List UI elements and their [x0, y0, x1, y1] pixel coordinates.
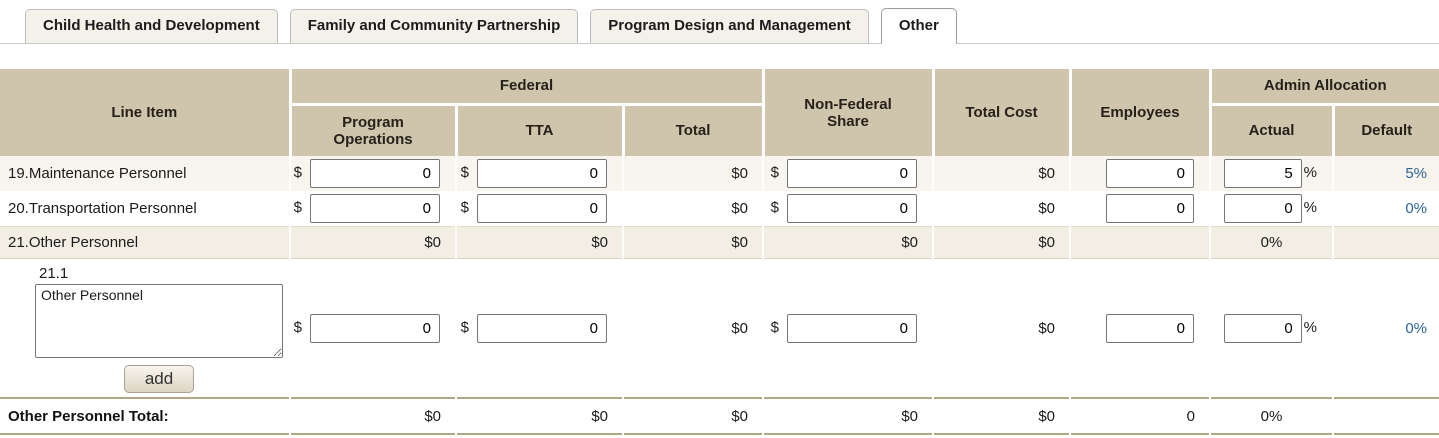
admin-default-value: 5% — [1332, 156, 1439, 191]
dollar-sign: $ — [770, 164, 779, 182]
program-operations-input-21-1[interactable] — [310, 313, 440, 343]
col-header-actual: Actual — [1208, 102, 1333, 156]
other-budget-table: Line Item Federal Non-Federal Share Tota… — [0, 69, 1439, 435]
program-operations-input-19[interactable] — [310, 159, 440, 188]
col-header-non-federal-share: Non-Federal Share — [761, 69, 933, 156]
percent-sign: % — [1303, 318, 1317, 336]
percent-sign: % — [1303, 199, 1317, 217]
col-header-program-operations: Program Operations — [288, 102, 456, 156]
total-cost-value: $0 — [932, 156, 1070, 191]
tab-child-health-and-development[interactable]: Child Health and Development — [25, 9, 278, 43]
line-item-label: 19.Maintenance Personnel — [8, 165, 187, 182]
dollar-sign: $ — [460, 199, 469, 217]
total-cost-total: $0 — [932, 398, 1070, 434]
admin-default-value: 0% — [1332, 191, 1439, 227]
col-header-employees: Employees — [1068, 69, 1210, 156]
employees-input-20[interactable] — [1106, 194, 1194, 223]
federal-total-value: $0 — [622, 156, 763, 191]
federal-total-total: $0 — [622, 398, 763, 434]
total-cost-value: $0 — [932, 258, 1070, 398]
line-item-label: 20.Transportation Personnel — [8, 200, 197, 217]
table-row-19-maintenance-personnel: 19.Maintenance Personnel $ $ $0 $ $0 % 5… — [0, 156, 1439, 191]
admin-actual-input-19[interactable] — [1223, 159, 1302, 188]
admin-actual-input-20[interactable] — [1223, 194, 1302, 223]
federal-total-value: $0 — [622, 191, 763, 227]
federal-total-value: $0 — [622, 258, 763, 398]
tta-input-20[interactable] — [477, 194, 607, 223]
non-federal-share-value: $0 — [762, 226, 933, 259]
non-federal-share-total: $0 — [762, 398, 933, 434]
dollar-sign: $ — [293, 164, 302, 182]
tta-input-21-1[interactable] — [477, 313, 607, 343]
total-cost-value: $0 — [932, 191, 1070, 227]
budget-category-tabs: Child Health and Development Family and … — [0, 0, 1439, 44]
table-row-other-personnel-total: Other Personnel Total: $0 $0 $0 $0 $0 0 … — [0, 398, 1439, 434]
tab-other[interactable]: Other — [880, 8, 957, 44]
dollar-sign: $ — [293, 318, 302, 336]
federal-total-value: $0 — [622, 226, 763, 259]
non-federal-share-input-19[interactable] — [787, 159, 917, 188]
dollar-sign: $ — [460, 318, 469, 336]
percent-sign: % — [1303, 164, 1317, 182]
col-header-default: Default — [1331, 102, 1439, 156]
non-federal-share-input-21-1[interactable] — [787, 313, 917, 343]
program-operations-total: $0 — [289, 398, 456, 434]
col-header-tta: TTA — [454, 102, 623, 156]
line-item-label: 21.Other Personnel — [8, 234, 139, 251]
tta-value: $0 — [455, 226, 623, 259]
program-operations-input-20[interactable] — [310, 194, 440, 223]
total-cost-value: $0 — [932, 226, 1070, 259]
admin-actual-total: 0% — [1209, 398, 1333, 434]
dollar-sign: $ — [460, 164, 469, 182]
tab-program-design-and-management[interactable]: Program Design and Management — [590, 9, 869, 43]
add-button[interactable]: add — [123, 365, 195, 393]
admin-default-value — [1332, 226, 1439, 259]
admin-default-total — [1332, 398, 1439, 434]
sub-item-number: 21.1 — [39, 265, 69, 282]
col-header-federal-total: Total — [621, 102, 763, 156]
tta-input-19[interactable] — [477, 159, 607, 188]
program-operations-value: $0 — [289, 226, 456, 259]
employees-input-19[interactable] — [1106, 159, 1194, 188]
table-row-21-1-sub-item: 21.1 Other Personnel add $ $ $0 $ $0 % — [0, 258, 1439, 398]
admin-actual-input-21-1[interactable] — [1223, 313, 1302, 343]
col-header-line-item: Line Item — [0, 69, 290, 156]
dollar-sign: $ — [770, 199, 779, 217]
table-row-21-other-personnel: 21.Other Personnel $0 $0 $0 $0 $0 0% — [0, 226, 1439, 259]
employees-total: 0 — [1069, 398, 1210, 434]
tab-family-and-community-partnership[interactable]: Family and Community Partnership — [289, 9, 579, 43]
admin-actual-value: 0% — [1209, 226, 1333, 259]
non-federal-share-input-20[interactable] — [787, 194, 917, 223]
total-row-label: Other Personnel Total: — [8, 407, 169, 425]
employees-input-21-1[interactable] — [1106, 313, 1194, 343]
table-row-20-transportation-personnel: 20.Transportation Personnel $ $ $0 $ $0 … — [0, 191, 1439, 227]
col-group-federal: Federal — [288, 69, 763, 104]
dollar-sign: $ — [770, 318, 779, 336]
sub-item-name-textarea[interactable]: Other Personnel — [35, 284, 283, 358]
dollar-sign: $ — [293, 199, 302, 217]
col-header-total-cost: Total Cost — [931, 69, 1070, 156]
admin-default-value: 0% — [1332, 258, 1439, 398]
col-group-admin-allocation: Admin Allocation — [1208, 69, 1439, 104]
employees-value — [1069, 226, 1210, 259]
tta-total: $0 — [455, 398, 623, 434]
